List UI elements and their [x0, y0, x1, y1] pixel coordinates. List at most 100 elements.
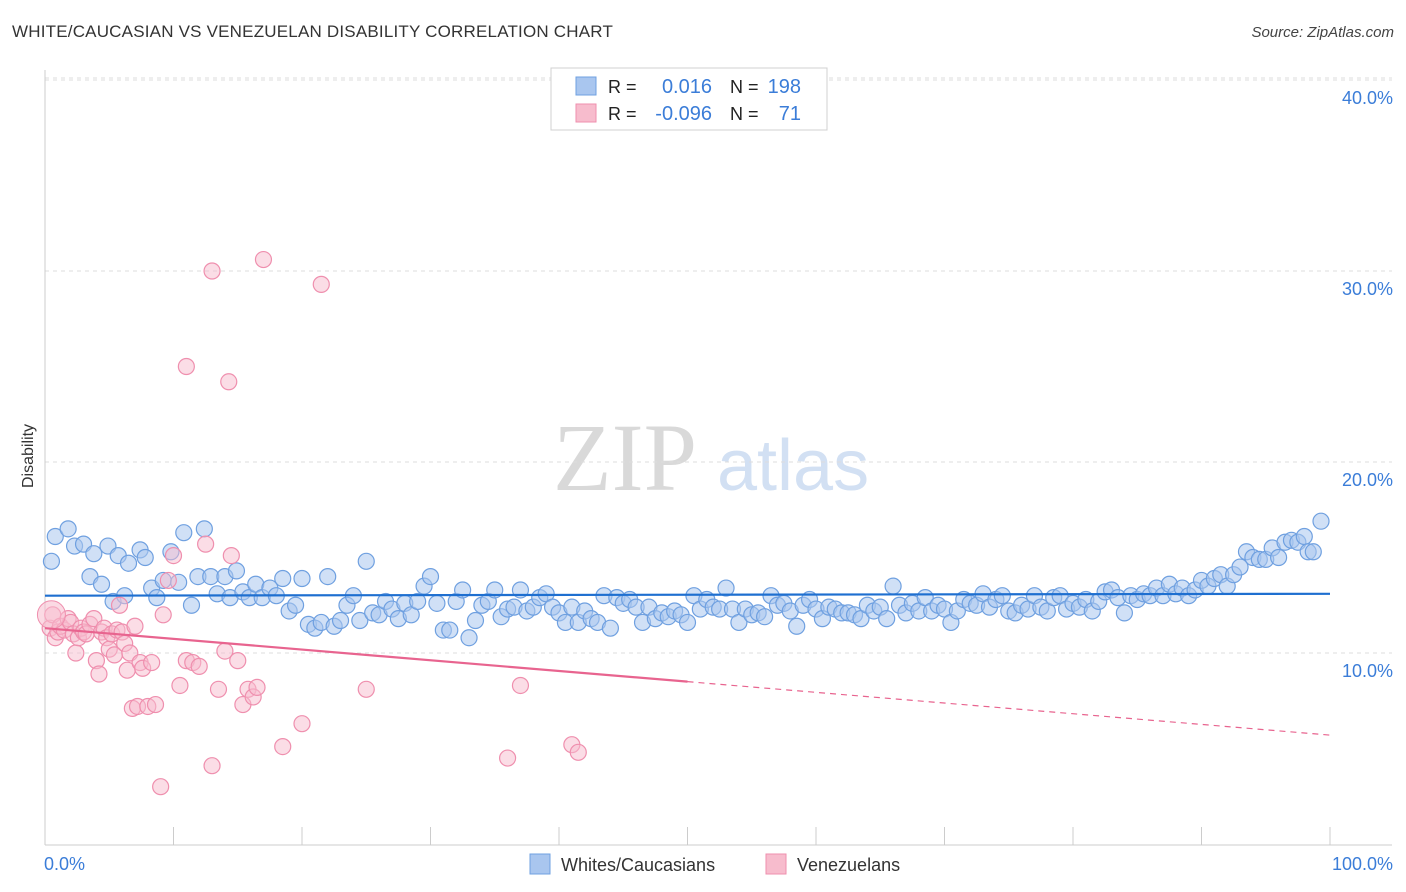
point-venezuelans: [197, 535, 215, 553]
point-venezuelans: [222, 546, 240, 565]
trend-line-venezuelans-extrapolated: [687, 681, 1331, 736]
point-venezuelans: [274, 737, 292, 756]
stats-r-label-venezuelans: R =: [608, 104, 637, 124]
point-whites: [274, 569, 292, 588]
point-whites: [1312, 512, 1330, 530]
point-whites: [409, 592, 427, 611]
point-whites: [293, 569, 311, 588]
stats-swatch-venezuelans: [575, 103, 597, 123]
point-venezuelans: [154, 606, 172, 624]
point-venezuelans: [254, 250, 273, 269]
point-whites: [42, 552, 61, 570]
point-whites: [428, 594, 446, 612]
point-whites: [454, 581, 472, 599]
point-venezuelans: [569, 743, 587, 761]
point-whites: [788, 617, 806, 635]
point-whites: [460, 629, 478, 647]
watermark-zip: ZIP: [553, 404, 697, 511]
y-tick-label: 20.0%: [1342, 470, 1393, 490]
point-whites: [148, 589, 166, 607]
y-axis-label: Disability: [20, 424, 37, 488]
point-venezuelans: [146, 695, 165, 714]
stats-r-value-whites: 0.016: [662, 76, 712, 98]
point-whites: [136, 548, 154, 567]
axes: 10.0% 20.0% 30.0% 40.0%: [44, 70, 1393, 846]
point-whites: [878, 610, 896, 628]
point-venezuelans: [67, 644, 85, 662]
point-venezuelans: [499, 749, 517, 767]
point-venezuelans: [190, 657, 208, 675]
point-whites: [175, 524, 193, 542]
point-whites: [195, 520, 213, 538]
series-whites: [42, 512, 1330, 647]
point-whites: [1115, 604, 1134, 622]
point-whites: [59, 520, 77, 538]
stats-n-label-whites: N =: [730, 77, 759, 97]
stats-legend: R = 0.016 N = 198 R = -0.096 N = 71: [550, 67, 828, 131]
legend-swatch-venezuelans: [765, 853, 787, 875]
point-venezuelans: [203, 262, 221, 280]
point-venezuelans: [171, 676, 189, 695]
point-whites: [319, 567, 337, 586]
point-venezuelans-large: [36, 600, 66, 630]
point-venezuelans: [152, 778, 170, 796]
stats-n-value-venezuelans: 71: [779, 103, 801, 125]
point-whites: [1231, 558, 1249, 576]
point-whites: [331, 611, 350, 630]
point-whites: [1269, 548, 1288, 567]
point-whites: [357, 552, 375, 570]
point-venezuelans: [220, 373, 238, 391]
point-whites: [755, 608, 774, 626]
point-venezuelans: [209, 680, 228, 698]
stats-r-label-whites: R =: [608, 77, 637, 97]
point-whites: [351, 611, 369, 630]
point-whites: [717, 579, 735, 597]
legend-label-venezuelans: Venezuelans: [797, 855, 900, 875]
trend-lines: [44, 592, 1331, 736]
point-whites: [46, 527, 64, 546]
point-whites: [601, 619, 620, 637]
stats-n-label-venezuelans: N =: [730, 104, 759, 124]
point-venezuelans: [143, 653, 161, 672]
point-whites: [119, 554, 138, 572]
chart-title: WHITE/CAUCASIAN VS VENEZUELAN DISABILITY…: [12, 22, 614, 41]
point-venezuelans: [177, 357, 195, 376]
trend-line-venezuelans: [44, 627, 688, 683]
y-tick-label: 40.0%: [1342, 88, 1393, 108]
point-whites: [92, 575, 111, 593]
point-whites: [85, 545, 103, 563]
point-venezuelans: [203, 757, 221, 775]
point-whites: [678, 613, 697, 632]
source-label: Source: ZipAtlas.com: [1251, 24, 1394, 41]
stats-r-value-venezuelans: -0.096: [655, 103, 712, 125]
point-whites: [421, 567, 440, 586]
bottom-legend: Whites/Caucasians Venezuelans: [529, 853, 900, 875]
point-venezuelans: [293, 715, 311, 733]
trend-line-whites: [44, 592, 1331, 597]
series-venezuelans: [36, 250, 587, 796]
gridlines: [45, 77, 1392, 654]
stats-swatch-whites: [575, 76, 597, 96]
y-tick-label: 30.0%: [1342, 279, 1393, 299]
point-venezuelans: [159, 571, 177, 590]
point-whites: [182, 596, 201, 614]
x-tick-label-min: 0.0%: [44, 854, 85, 874]
point-whites: [466, 611, 485, 630]
watermark-atlas: atlas: [717, 426, 869, 506]
legend-swatch-whites: [529, 853, 551, 875]
point-venezuelans: [357, 680, 375, 698]
point-venezuelans: [248, 678, 266, 696]
point-whites: [993, 587, 1011, 605]
point-venezuelans: [126, 617, 144, 635]
point-whites: [286, 596, 305, 614]
point-venezuelans: [312, 275, 330, 293]
legend-label-whites: Whites/Caucasians: [561, 855, 715, 875]
point-venezuelans: [229, 652, 247, 670]
point-whites: [441, 621, 459, 639]
point-whites: [1295, 527, 1313, 546]
point-whites: [227, 562, 246, 580]
point-venezuelans: [164, 546, 183, 565]
point-venezuelans: [511, 676, 530, 695]
stats-n-value-whites: 198: [768, 76, 801, 98]
